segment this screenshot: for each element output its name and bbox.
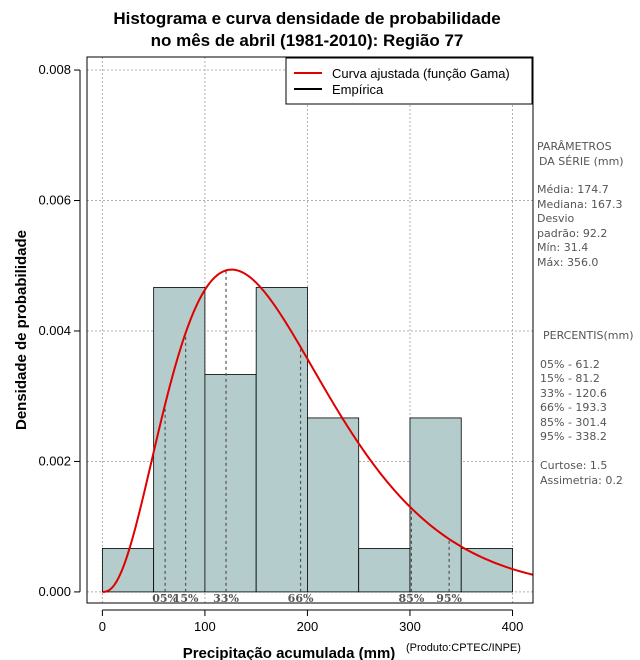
y-tick-label-3: 0.006: [38, 193, 71, 208]
percentile-label-66%: 66%: [288, 592, 314, 605]
stat-desvio-1: Desvio: [537, 212, 575, 225]
stat-mediana: Mediana: 167.3: [537, 198, 622, 211]
stat-min: Mín: 31.4: [537, 241, 588, 254]
x-tick-label-3: 300: [399, 619, 421, 634]
y-axis-label: Densidade de probabilidade: [13, 230, 30, 430]
stat-assimetria: Assimetria: 0.2: [540, 474, 623, 487]
legend-label-empirical: Empírica: [332, 82, 384, 97]
percentile-label-05%: 05%: [152, 592, 178, 605]
stat-desvio-2: padrão: 92.2: [537, 227, 607, 240]
x-tick-label-1: 100: [194, 619, 216, 634]
histogram-bar-1: [153, 287, 206, 593]
legend-box: [285, 57, 533, 105]
histogram-bars: [101, 287, 513, 593]
percentile-label-95%: 95%: [436, 592, 462, 605]
stat-max: Máx: 356.0: [537, 256, 598, 269]
percentile-label-33%: 33%: [213, 592, 239, 605]
percentil-33: 33% - 120.6: [540, 387, 607, 400]
x-axis-label: Precipitação acumulada (mm): [183, 645, 396, 660]
x-tick-label-4: 400: [502, 619, 524, 634]
percentil-15: 15% - 81.2: [540, 372, 600, 385]
histogram-bar-4: [307, 417, 360, 593]
product-credit: (Produto:CPTEC/INPE): [406, 642, 521, 654]
percentile-label-85%: 85%: [399, 592, 425, 605]
gamma-fit-curve: [102, 268, 533, 593]
histogram-bar-6: [409, 417, 462, 593]
percentile-markers: 05%15% 33% 66% 85% 95%: [152, 270, 463, 605]
stat-curtose: Curtose: 1.5: [540, 459, 607, 472]
histogram-bar-3: [255, 287, 308, 593]
y-tick-label-4: 0.008: [38, 62, 71, 77]
histogram-bar-7: [460, 548, 513, 593]
y-axis: 0.000 0.002 0.004 0.006 0.008: [38, 62, 81, 599]
histogram-bar-2: [204, 374, 257, 593]
percentil-85: 85% - 301.4: [540, 416, 607, 429]
percentile-label-15%: 15%: [173, 592, 199, 605]
percentil-95: 95% - 338.2: [540, 430, 607, 443]
params-title-2: DA SÉRIE (mm): [539, 155, 624, 168]
chart-title-line1: Histograma e curva densidade de probabil…: [113, 9, 500, 28]
percentis-title: PERCENTIS(mm): [543, 329, 634, 342]
y-tick-label-0: 0.000: [38, 584, 71, 599]
y-tick-label-1: 0.002: [38, 453, 71, 468]
histogram-bar-5: [358, 548, 411, 593]
x-tick-label-2: 200: [297, 619, 319, 634]
x-tick-label-0: 0: [99, 619, 106, 634]
legend: Curva ajustada (função Gama) Empírica: [285, 57, 533, 105]
x-axis: 0 100 200 300 400: [99, 609, 524, 634]
plot-frame: [86, 56, 534, 604]
chart-title-line2: no mês de abril (1981-2010): Região 77: [151, 31, 464, 50]
stat-media: Média: 174.7: [537, 183, 609, 196]
percentil-05: 05% - 61.2: [540, 358, 600, 371]
percentil-66: 66% - 193.3: [540, 401, 607, 414]
params-title-1: PARÂMETROS: [537, 140, 612, 153]
stats-panel: PARÂMETROS DA SÉRIE (mm) Média: 174.7 Me…: [537, 140, 634, 487]
legend-label-fitted: Curva ajustada (função Gama): [332, 66, 510, 81]
y-tick-label-2: 0.004: [38, 323, 71, 338]
